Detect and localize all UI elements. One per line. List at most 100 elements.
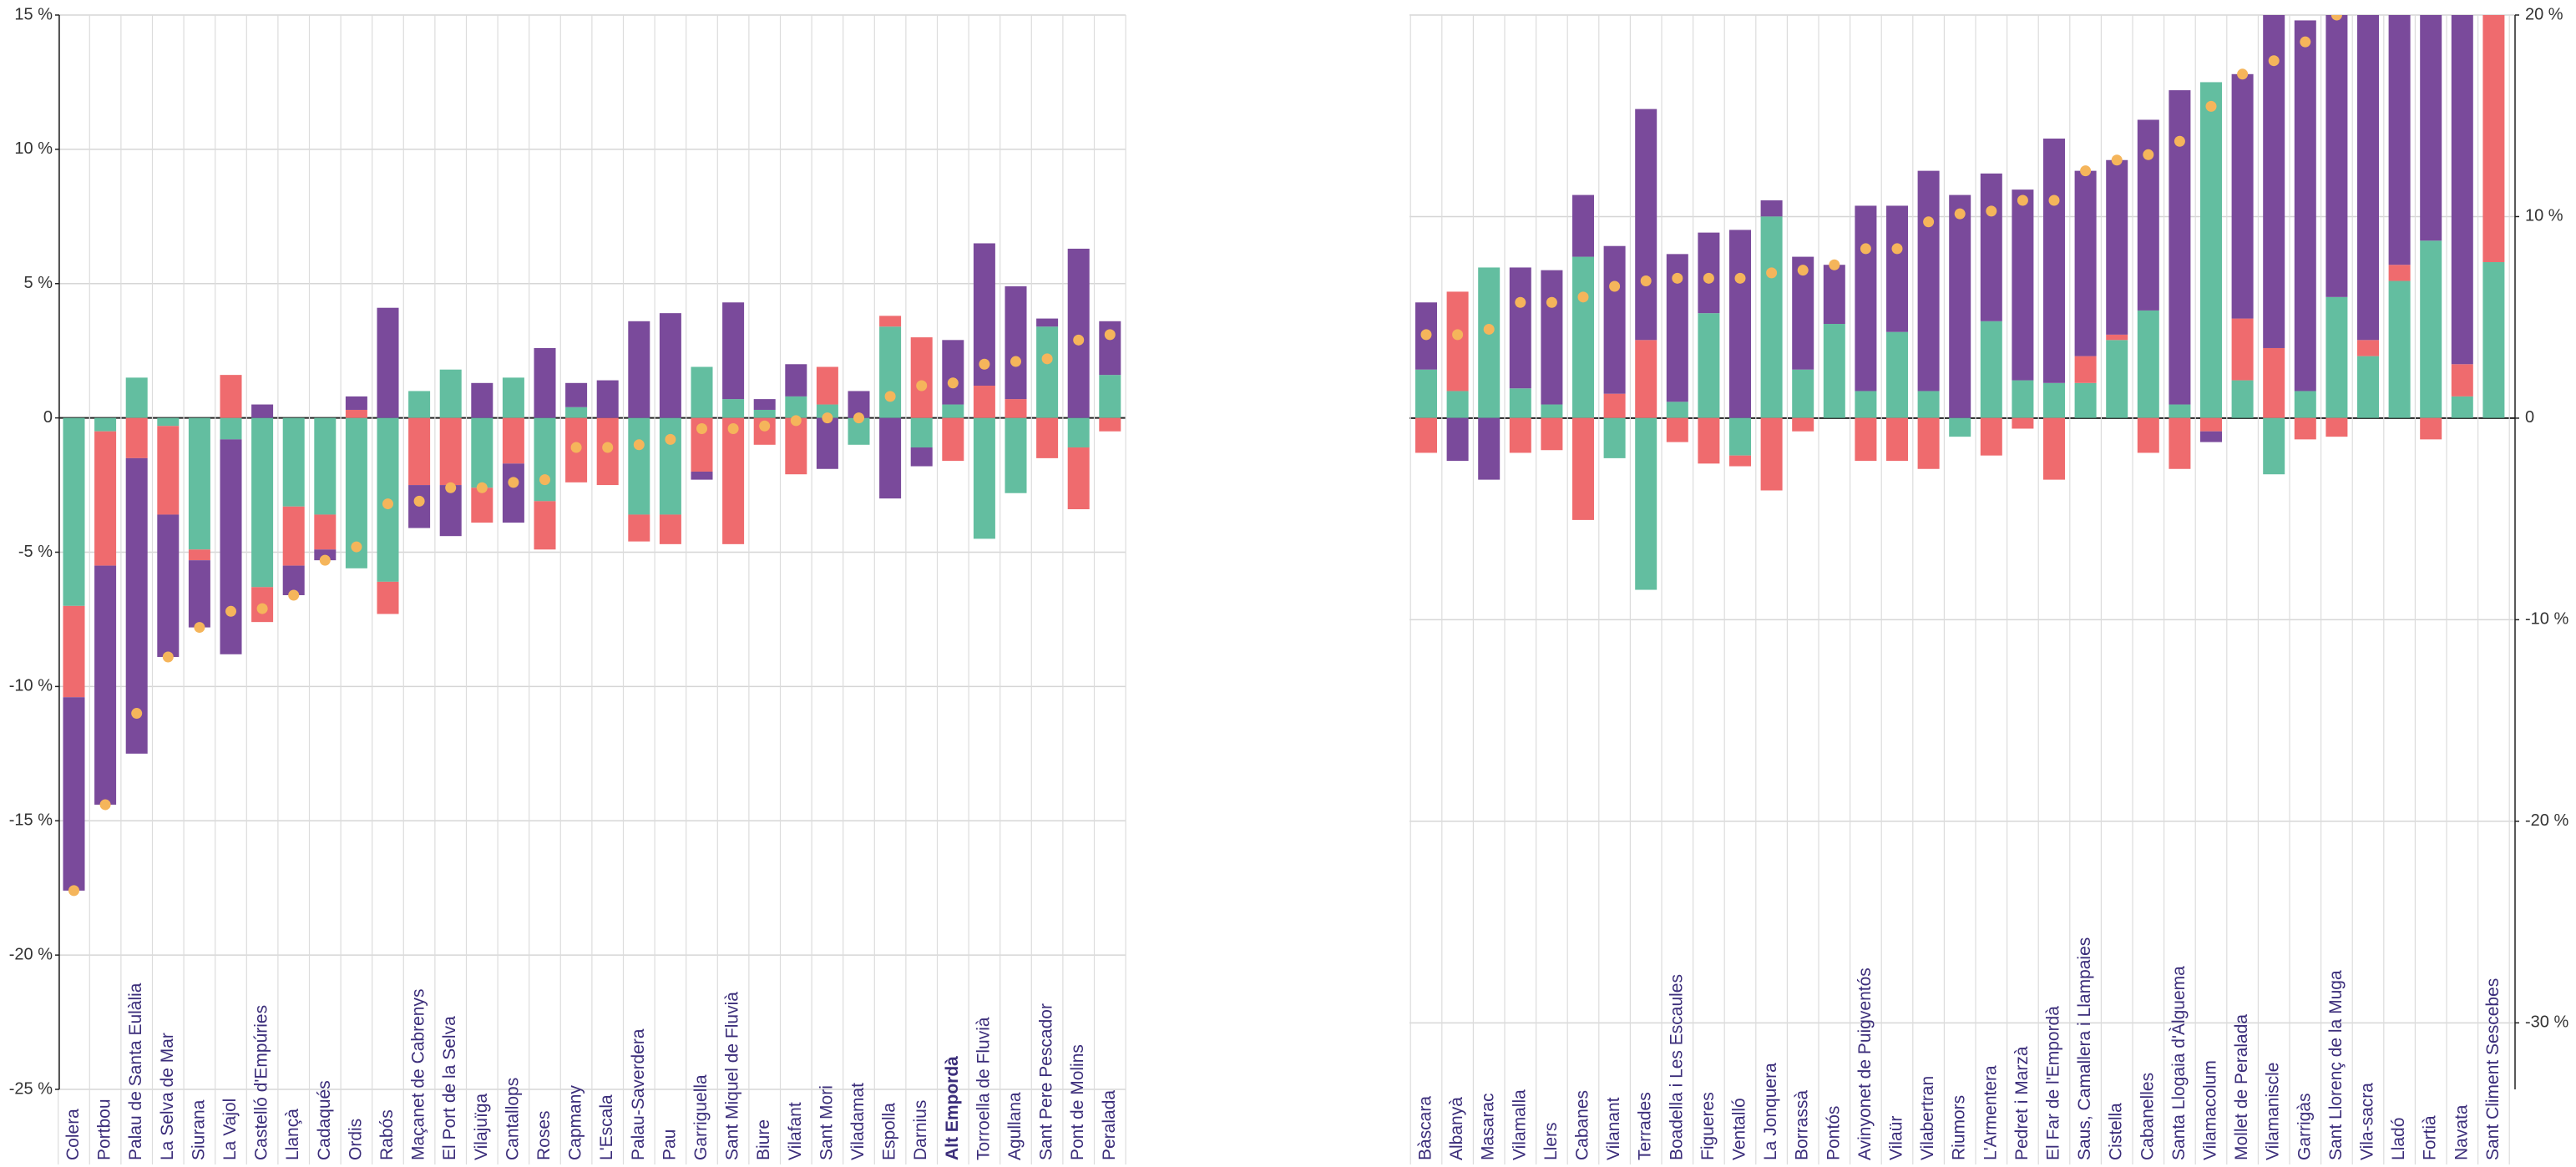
total-dot	[633, 439, 645, 451]
total-dot	[1483, 323, 1495, 335]
bar-segment	[942, 417, 964, 462]
bar-segment	[1792, 417, 1814, 432]
bar-segment	[1823, 265, 1845, 325]
total-dot	[539, 474, 550, 486]
total-dot	[1010, 356, 1021, 367]
bar-segment	[345, 409, 367, 418]
bar-segment	[94, 565, 117, 805]
bar-segment	[2169, 404, 2191, 418]
bar-segment	[125, 457, 148, 754]
total-dot	[570, 442, 582, 453]
x-tick-label: Sant Llorenç de la Muga	[2326, 970, 2346, 1160]
bar-segment	[2325, 296, 2348, 418]
bar-segment	[1886, 417, 1908, 462]
x-tick-label: Rabós	[377, 1109, 397, 1160]
x-tick-label: La Jonquera	[1761, 1063, 1780, 1160]
bar-segment	[1917, 170, 1940, 392]
total-dot	[853, 412, 864, 424]
bar-segment	[1478, 267, 1501, 418]
y-tick-label: 5 %	[24, 274, 53, 292]
x-tick-label: Vilaür	[1887, 1116, 1906, 1160]
total-dot	[602, 442, 614, 453]
bar-segment	[1760, 200, 1783, 217]
bar-segment	[1446, 417, 1469, 462]
bar-segment	[2388, 280, 2411, 418]
x-tick-label: Avinyonet de Puigventós	[1855, 967, 1875, 1160]
bar-segment	[1666, 402, 1688, 418]
bar-segment	[1099, 375, 1121, 418]
bar-segment	[1917, 417, 1940, 469]
x-tick-label: Colera	[63, 1109, 83, 1160]
bar-segment	[63, 605, 85, 698]
y2-tick-label: 20 %	[2525, 5, 2563, 23]
bar-segment	[1067, 417, 1090, 448]
total-dot	[2300, 36, 2311, 48]
bar-segment	[1603, 393, 1626, 418]
bar-segment	[628, 321, 650, 418]
x-tick-label: Ventalló	[1730, 1098, 1749, 1160]
bar-segment	[2012, 189, 2034, 381]
bar-segment	[1603, 245, 1626, 394]
bar-segment	[1949, 194, 1971, 418]
bar-segment	[377, 307, 399, 418]
bar-segment	[596, 380, 619, 418]
bar-segment	[1635, 417, 1657, 590]
x-tick-label: El Far de l'Empordà	[2044, 1006, 2063, 1160]
x-tick-label: Vilanant	[1604, 1097, 1623, 1160]
x-tick-label: Cadaqués	[315, 1080, 334, 1160]
bar-segment	[910, 417, 933, 448]
total-dot	[256, 603, 268, 614]
bar-segment	[2325, 15, 2348, 297]
bar-segment	[251, 417, 274, 588]
bar-segment	[408, 417, 431, 486]
x-tick-label: Cabanelles	[2138, 1073, 2157, 1160]
y-tick-label: -10 %	[9, 677, 53, 695]
total-dot	[759, 420, 771, 432]
bar-segment	[1509, 417, 1531, 453]
bar-segment	[534, 347, 556, 418]
x-tick-label: Garrigàs	[2295, 1093, 2314, 1160]
x-tick-label: Vilafant	[786, 1102, 805, 1160]
total-dot	[822, 412, 833, 424]
total-dot	[727, 422, 739, 434]
bar-segment	[2043, 382, 2065, 418]
bar-segment	[910, 447, 933, 467]
bar-segment	[2263, 15, 2285, 348]
bar-segment	[471, 488, 493, 523]
total-dot	[2017, 194, 2028, 206]
bar-segment	[1067, 248, 1090, 418]
total-dot	[225, 605, 236, 617]
bar-segment	[2012, 380, 2034, 418]
total-dot	[1923, 216, 1935, 228]
total-dot	[476, 482, 488, 493]
bar-segment	[377, 581, 399, 614]
bar-segment	[785, 396, 807, 418]
bar-segment	[1855, 205, 1877, 392]
bar-segment	[1572, 417, 1594, 520]
bar-segment	[345, 396, 367, 410]
bar-segment	[2200, 431, 2222, 442]
bar-segment	[785, 364, 807, 397]
bar-segment	[2294, 391, 2316, 418]
x-tick-label: Albanyà	[1447, 1097, 1466, 1160]
bar-segment	[471, 417, 493, 488]
bar-segment	[2451, 364, 2473, 397]
bar-segment	[1855, 417, 1877, 462]
bar-segment	[973, 417, 995, 539]
bar-segment	[2451, 396, 2473, 418]
y-tick-label: -20 %	[9, 945, 53, 963]
bar-segment	[565, 407, 588, 418]
bar-segment	[94, 431, 117, 566]
bar-segment	[2231, 318, 2254, 381]
bar-segment	[408, 391, 431, 418]
bar-segment	[1067, 447, 1090, 510]
total-dot	[382, 498, 393, 510]
bar-segment	[2106, 159, 2128, 335]
bar-segment	[2231, 73, 2254, 319]
total-dot	[1797, 265, 1809, 276]
total-dot	[1104, 329, 1116, 341]
bar-segment	[2357, 356, 2379, 418]
bar-segment	[2169, 417, 2191, 469]
x-tick-label: Agullana	[1005, 1092, 1025, 1160]
x-tick-label: Vilabertran	[1918, 1076, 1937, 1160]
